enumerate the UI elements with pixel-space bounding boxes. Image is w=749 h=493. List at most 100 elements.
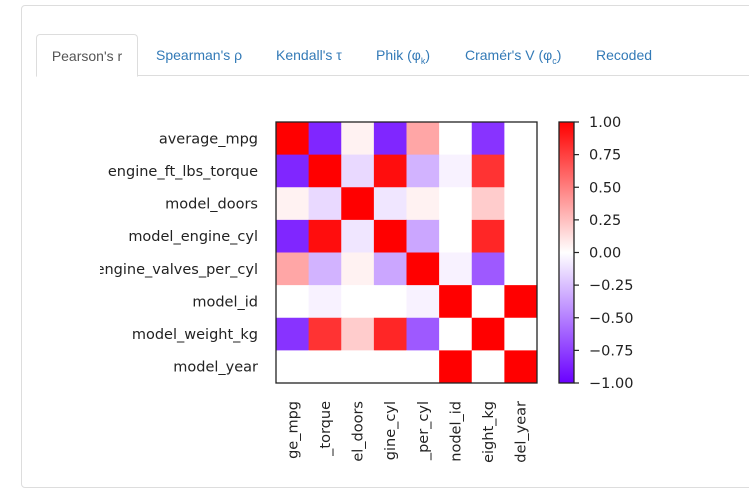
heatmap-cell bbox=[406, 122, 440, 156]
heatmap-cell bbox=[276, 187, 310, 221]
heatmap-cell bbox=[504, 154, 538, 188]
column-label: gine_cyl bbox=[383, 401, 399, 460]
colorbar-tick-label: 0.75 bbox=[589, 148, 621, 164]
heatmap-cell bbox=[504, 285, 538, 319]
heatmap-cell bbox=[471, 187, 505, 221]
heatmap-cell bbox=[341, 187, 375, 221]
heatmap-cell bbox=[341, 350, 375, 384]
heatmap-cell bbox=[439, 252, 473, 286]
heatmap-cell bbox=[308, 187, 342, 221]
tab-pearson[interactable]: Pearson's r bbox=[36, 34, 138, 77]
heatmap-cell bbox=[373, 219, 407, 253]
heatmap-cell bbox=[406, 317, 440, 351]
heatmap-cell bbox=[308, 350, 342, 384]
tab-label: Recoded bbox=[596, 47, 653, 63]
column-label: _per_cyl bbox=[416, 401, 432, 461]
row-labels: average_mpg engine_ft_lbs_torque model_doo… bbox=[96, 131, 258, 376]
heatmap-cell bbox=[504, 252, 538, 286]
colorbar-tick-label: −0.75 bbox=[589, 343, 633, 359]
column-label: eight_kg bbox=[481, 401, 497, 463]
tab-label-subscript: k bbox=[420, 55, 426, 66]
heatmap-cell bbox=[406, 219, 440, 253]
tab-cramers-v[interactable]: Cramér's V (φc) bbox=[465, 34, 561, 76]
row-label: model_weight_kg bbox=[132, 327, 258, 343]
heatmap-cell bbox=[341, 154, 375, 188]
heatmap-cell bbox=[406, 252, 440, 286]
colorbar-ticks: 1.00 0.75 0.50 0.25 0.00 −0.25 −0.50 −0.75 −1.00 bbox=[574, 115, 633, 392]
heatmap-cell bbox=[308, 317, 342, 351]
column-label: _torque bbox=[318, 401, 334, 457]
heatmap-cell bbox=[276, 154, 310, 188]
column-label: nodel_id bbox=[448, 401, 464, 462]
heatmap-cell bbox=[276, 219, 310, 253]
heatmap-cell bbox=[276, 350, 310, 384]
tab-label-suffix: ) bbox=[425, 47, 431, 63]
heatmap-cell bbox=[439, 317, 473, 351]
heatmap-cell bbox=[471, 350, 505, 384]
heatmap-cell bbox=[373, 122, 407, 156]
heatmap-cell bbox=[471, 317, 505, 351]
tab-label-subscript: c bbox=[552, 55, 557, 66]
heatmap-cell bbox=[276, 285, 310, 319]
heatmap-cell bbox=[504, 350, 538, 384]
heatmap-cell bbox=[373, 154, 407, 188]
tab-label-suffix: ) bbox=[556, 47, 562, 63]
heatmap-cell bbox=[276, 252, 310, 286]
heatmap-cell bbox=[504, 219, 538, 253]
heatmap-cell bbox=[308, 219, 342, 253]
heatmap-cell bbox=[439, 219, 473, 253]
heatmap-cell bbox=[308, 285, 342, 319]
tab-label: Kendall's τ bbox=[276, 47, 342, 63]
heatmap-cell bbox=[373, 317, 407, 351]
heatmap-cell bbox=[439, 187, 473, 221]
heatmap-cell bbox=[373, 350, 407, 384]
tab-spearman[interactable]: Spearman's ρ bbox=[156, 34, 242, 76]
heatmap-cell bbox=[308, 154, 342, 188]
tab-label: Cramér's V (φ bbox=[465, 47, 553, 63]
tab-label: Spearman's ρ bbox=[156, 47, 243, 63]
tab-label: Pearson's r bbox=[51, 48, 123, 64]
heatmap-cell bbox=[276, 317, 310, 351]
heatmap-cell bbox=[504, 122, 538, 156]
colorbar-tick-label: −1.00 bbox=[589, 376, 633, 392]
heatmap-cell bbox=[341, 317, 375, 351]
colorbar-tick-label: 0.25 bbox=[589, 213, 621, 229]
row-label: average_mpg bbox=[159, 131, 258, 147]
column-labels: ge_mpg _torque el_doors gine_cyl _per_cyl nod… bbox=[285, 401, 529, 463]
heatmap-cell bbox=[504, 317, 538, 351]
heatmap-frame bbox=[275, 121, 538, 384]
row-label: model_doors bbox=[165, 197, 258, 213]
tab-kendall[interactable]: Kendall's τ bbox=[276, 34, 342, 76]
heatmap-cell bbox=[341, 122, 375, 156]
correlation-tabs: Pearson's r Spearman's ρ Kendall's τ Phi… bbox=[36, 34, 749, 77]
heatmap-cell bbox=[406, 350, 440, 384]
heatmap-cell bbox=[373, 187, 407, 221]
colorbar-tick-label: 0.00 bbox=[589, 246, 621, 262]
heatmap-cell bbox=[471, 154, 505, 188]
heatmap-cell bbox=[439, 285, 473, 319]
heatmap-cell bbox=[504, 187, 538, 221]
row-label: model_id bbox=[192, 294, 258, 310]
tab-phik[interactable]: Phik (φk) bbox=[376, 34, 430, 76]
heatmap-cell bbox=[406, 285, 440, 319]
heatmap-cell bbox=[439, 154, 473, 188]
heatmap-cell bbox=[471, 122, 505, 156]
heatmap-cell bbox=[373, 252, 407, 286]
row-label: engine_valves_per_cyl bbox=[96, 262, 258, 278]
column-label: el_doors bbox=[351, 401, 367, 462]
colorbar-tick-label: 0.50 bbox=[589, 180, 621, 196]
colorbar-tick-label: 1.00 bbox=[589, 115, 621, 131]
colorbar-tick-label: −0.50 bbox=[589, 311, 633, 327]
tab-recoded[interactable]: Recoded bbox=[596, 34, 652, 76]
heatmap-cell bbox=[406, 154, 440, 188]
row-label: model_engine_cyl bbox=[128, 229, 258, 245]
heatmap-cell bbox=[439, 122, 473, 156]
colorbar bbox=[558, 121, 575, 384]
row-label: model_year bbox=[173, 360, 258, 376]
row-label: engine_ft_lbs_torque bbox=[108, 164, 258, 180]
heatmap-cell bbox=[308, 122, 342, 156]
heatmap-cell bbox=[373, 285, 407, 319]
heatmap-cell bbox=[439, 350, 473, 384]
column-label: ge_mpg bbox=[285, 401, 301, 459]
